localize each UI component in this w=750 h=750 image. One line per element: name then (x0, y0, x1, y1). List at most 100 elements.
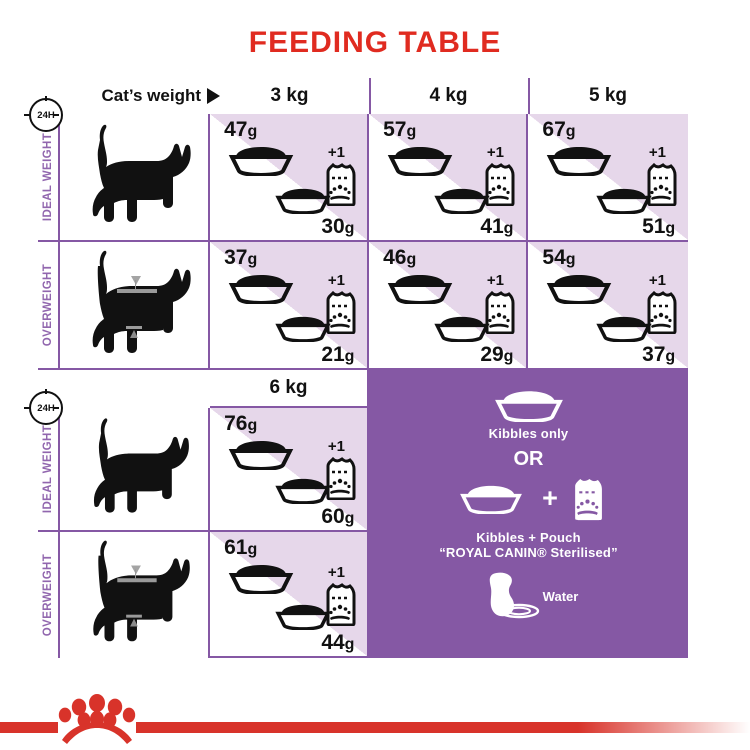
cat-silhouette-overweight-icon (93, 540, 190, 642)
row-label-text: OVERWEIGHT (42, 263, 55, 347)
plus-one-label-ideal-5kg: +1 (648, 144, 666, 161)
cat-silhouette-icon (92, 124, 191, 222)
kibbles-pouch-amount-ideal-4kg: 41g (480, 215, 514, 238)
water-jug-icon (489, 572, 539, 619)
kibble-bowl-icon (546, 275, 612, 304)
pouch-icon (326, 582, 356, 626)
arrow-right-icon (207, 88, 220, 104)
legend-mixed-icons: + (369, 475, 688, 522)
kibbles-pouch-amount-overweight-5kg: 37g (642, 343, 676, 366)
kibble-bowl-mixed-icon (275, 188, 331, 214)
legend-water-label: Water (542, 588, 579, 604)
kibbles-pouch-amount-ideal-3kg: 30g (321, 215, 355, 238)
kibbles-only-amount-ideal-5kg: 67g (542, 118, 576, 141)
pouch-icon (575, 478, 602, 521)
feeding-cell-ideal-3kg: 47g +1 30g (210, 114, 369, 242)
kibble-bowl-mixed-icon (275, 316, 331, 342)
page-title: FEEDING TABLE (248, 26, 502, 59)
kibble-bowl-icon (387, 275, 453, 304)
column-header-6kg: 6 kg (210, 370, 369, 408)
cat-ideal-weight-illustration-top (60, 114, 210, 242)
kibbles-only-amount-overweight-3kg: 37g (224, 246, 258, 269)
cat-overweight-illustration-bottom (60, 532, 210, 658)
feeding-cell-overweight-4kg: 46g +1 29g (369, 242, 528, 370)
kibbles-only-amount-ideal-6kg: 76g (224, 412, 258, 435)
pouch-icon (647, 162, 677, 206)
column-header-4kg: 4 kg (369, 78, 530, 114)
kibbles-only-amount-overweight-4kg: 46g (383, 246, 417, 269)
cat-overweight-illustration-top (60, 242, 210, 370)
kibbles-only-amount-ideal-4kg: 57g (383, 118, 417, 141)
cats-weight-header: Cat’s weight (60, 78, 220, 114)
kibble-bowl-icon (460, 485, 523, 514)
row-label-text: IDEAL WEIGHT (42, 132, 55, 222)
plus-one-label-overweight-5kg: +1 (648, 272, 666, 289)
kibble-bowl-mixed-icon (434, 316, 490, 342)
legend-mixed-label-line1: Kibbles + Pouch (476, 530, 581, 545)
plus-one-label-ideal-4kg: +1 (486, 144, 504, 161)
legend-mixed-label-line2: “ROYAL CANIN® Sterilised” (439, 545, 618, 560)
footer-bar-right (136, 722, 750, 733)
kibbles-only-amount-overweight-5kg: 54g (542, 246, 576, 269)
kibbles-only-amount-overweight-6kg: 61g (224, 536, 258, 559)
clock-24h-icon-bottom: 24H (24, 389, 63, 425)
kibble-bowl-mixed-icon (434, 188, 490, 214)
legend-plus-sign: + (542, 483, 558, 513)
kibble-bowl-icon (387, 147, 453, 176)
kibble-bowl-mixed-icon (275, 478, 331, 504)
pouch-icon (326, 162, 356, 206)
plus-one-label-overweight-4kg: +1 (486, 272, 504, 289)
feeding-table: Cat’s weight 24H 3 kg 4 kg 5 kg IDEAL WE… (24, 78, 688, 658)
footer-bar-left (0, 722, 58, 733)
kibbles-pouch-amount-overweight-3kg: 21g (321, 343, 355, 366)
row-label-ideal-weight-bottom: IDEAL WEIGHT (38, 408, 60, 532)
column-header-3kg: 3 kg (210, 78, 371, 114)
kibble-bowl-icon (228, 147, 294, 176)
pouch-icon (485, 290, 515, 334)
kibble-bowl-icon (546, 147, 612, 176)
kibbles-pouch-amount-overweight-4kg: 29g (480, 343, 514, 366)
cat-silhouette-overweight-icon (92, 250, 191, 353)
kibble-bowl-mixed-icon (596, 188, 652, 214)
row-label-text: IDEAL WEIGHT (42, 424, 55, 514)
plus-one-label-ideal-3kg: +1 (327, 144, 345, 161)
feeding-cell-overweight-6kg: 61g +1 44g (210, 532, 369, 658)
legend-or-label: OR (513, 448, 544, 470)
pouch-icon (647, 290, 677, 334)
plus-one-label-ideal-6kg: +1 (327, 438, 345, 455)
feeding-cell-overweight-3kg: 37g +1 21g (210, 242, 369, 370)
kibbles-only-amount-ideal-3kg: 47g (224, 118, 258, 141)
legend-kibbles-only-label: Kibbles only (488, 426, 569, 441)
cat-ideal-weight-illustration-bottom (60, 408, 210, 532)
kibble-bowl-mixed-icon (275, 604, 331, 630)
kibble-bowl-icon (228, 275, 294, 304)
row-label-ideal-weight-top: IDEAL WEIGHT (38, 114, 60, 242)
legend-panel: Kibbles only OR + Kibbles + Pouch “ROYAL… (369, 370, 688, 658)
kibbles-only-bowl-icon (494, 391, 563, 422)
column-header-5kg: 5 kg (588, 85, 628, 106)
pouch-icon (326, 456, 356, 500)
kibbles-pouch-amount-ideal-5kg: 51g (642, 215, 676, 238)
feeding-cell-ideal-6kg: 76g +1 60g (210, 408, 369, 532)
legend-water-row: Water (369, 572, 688, 620)
feeding-cell-ideal-5kg: 67g +1 51g (528, 114, 688, 242)
kibble-bowl-icon (228, 441, 294, 470)
clock-24h-icon-top: 24H (24, 96, 63, 132)
kibbles-pouch-amount-overweight-6kg: 44g (321, 631, 355, 654)
pouch-icon (485, 162, 515, 206)
kibbles-pouch-amount-ideal-6kg: 60g (321, 505, 355, 528)
row-label-text: OVERWEIGHT (42, 553, 55, 637)
plus-one-label-overweight-6kg: +1 (327, 564, 345, 581)
plus-one-label-overweight-3kg: +1 (327, 272, 345, 289)
feeding-cell-ideal-4kg: 57g +1 41g (369, 114, 528, 242)
kibble-bowl-mixed-icon (596, 316, 652, 342)
cat-silhouette-icon (93, 418, 189, 513)
row-label-overweight-top: OVERWEIGHT (38, 242, 60, 370)
feeding-cell-overweight-5kg: 54g +1 37g (528, 242, 688, 370)
paw-crown-icon (58, 694, 136, 744)
cats-weight-label: Cat’s weight (101, 86, 202, 105)
pouch-icon (326, 290, 356, 334)
kibble-bowl-icon (228, 565, 294, 594)
royal-canin-paw-logo (56, 692, 138, 744)
row-label-overweight-bottom: OVERWEIGHT (38, 532, 60, 658)
